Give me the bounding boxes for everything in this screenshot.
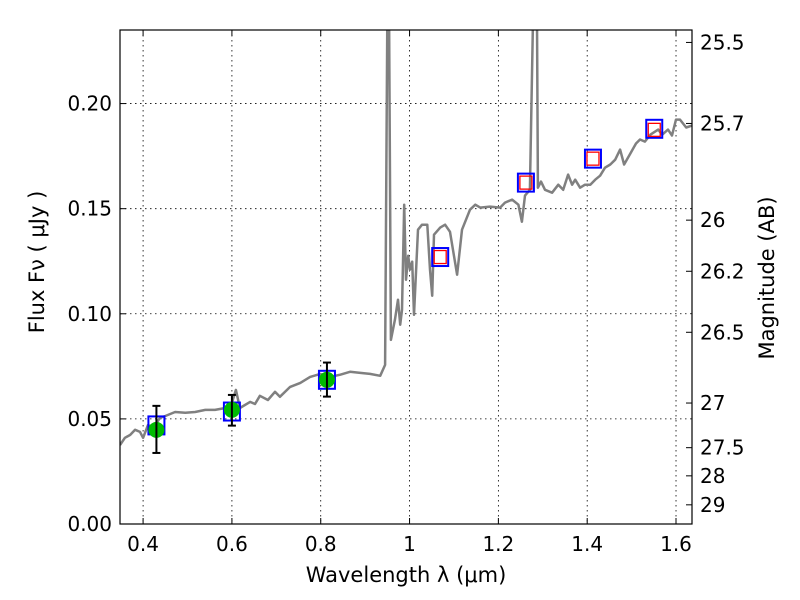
- right-tick-label: 29: [700, 493, 725, 517]
- plot-area: [120, 30, 692, 454]
- x-axis-label: Wavelength λ (μm): [306, 563, 507, 587]
- right-tick-label: 25.5: [700, 30, 745, 54]
- right-tick-label: 27: [700, 391, 725, 415]
- right-tick-label: 28: [700, 464, 725, 488]
- right-tick-label: 26.5: [700, 320, 745, 344]
- x-tick-label: 1.6: [660, 532, 692, 556]
- y-tick-label: 0.05: [67, 407, 112, 431]
- model-point-red: [647, 122, 661, 138]
- x-tick-label: 1.2: [482, 532, 514, 556]
- model-point-blue: [645, 118, 664, 139]
- x-tick-label: 1: [403, 532, 416, 556]
- plot-frame: [119, 29, 693, 525]
- model-point-blue: [516, 172, 535, 193]
- grid-lines: [120, 30, 692, 524]
- model-point-red: [433, 249, 447, 265]
- model-point-red: [519, 175, 533, 190]
- y-tick-label: 0.10: [67, 302, 112, 326]
- model-point-blue: [431, 247, 450, 268]
- right-tick-label: 26.2: [700, 259, 745, 283]
- spectrum-line: [120, 30, 692, 446]
- x-tick-label: 1.4: [571, 532, 603, 556]
- y-tick-label: 0.20: [67, 92, 112, 116]
- x-tick-label: 0.8: [305, 532, 337, 556]
- model-point-red: [586, 151, 600, 166]
- x-tick-label: 0.4: [127, 532, 159, 556]
- right-axis-label: Magnitude (AB): [755, 196, 779, 359]
- x-tick-label: 0.6: [216, 532, 248, 556]
- right-tick-label: 25.7: [700, 111, 745, 135]
- y-axis-label: Flux Fν ( μJy ): [25, 191, 49, 334]
- model-point-blue: [583, 148, 602, 169]
- axes: 0.4 0.6 0.8 1 1.2 1.4 1.6 0.00 0.05 0.10 0.15 0.20 2…: [67, 30, 745, 556]
- right-tick-label: 26: [700, 208, 725, 232]
- y-tick-label: 0.15: [67, 197, 112, 221]
- right-tick-label: 27.5: [700, 436, 745, 460]
- y-tick-label: 0.00: [67, 512, 112, 536]
